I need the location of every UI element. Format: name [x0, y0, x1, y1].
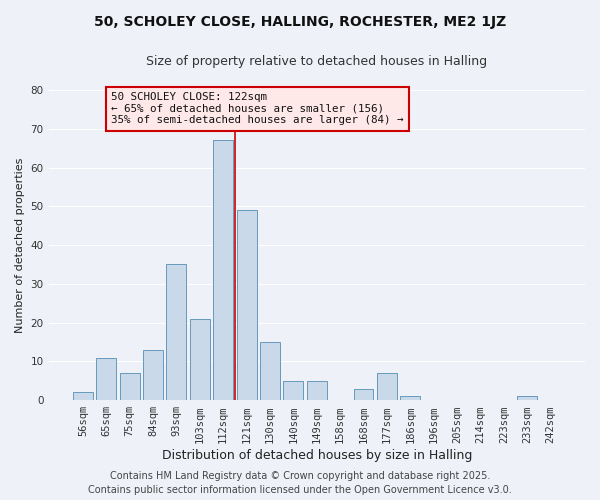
Title: Size of property relative to detached houses in Halling: Size of property relative to detached ho…: [146, 55, 487, 68]
Bar: [190, 319, 210, 400]
Bar: [73, 392, 93, 400]
Bar: [353, 388, 373, 400]
Text: 50 SCHOLEY CLOSE: 122sqm
← 65% of detached houses are smaller (156)
35% of semi-: 50 SCHOLEY CLOSE: 122sqm ← 65% of detach…: [111, 92, 403, 125]
Bar: [307, 381, 327, 400]
Bar: [377, 373, 397, 400]
Bar: [236, 210, 257, 400]
Bar: [283, 381, 304, 400]
X-axis label: Distribution of detached houses by size in Halling: Distribution of detached houses by size …: [161, 450, 472, 462]
Text: Contains HM Land Registry data © Crown copyright and database right 2025.
Contai: Contains HM Land Registry data © Crown c…: [88, 471, 512, 495]
Bar: [400, 396, 420, 400]
Bar: [97, 358, 116, 400]
Y-axis label: Number of detached properties: Number of detached properties: [15, 158, 25, 333]
Bar: [260, 342, 280, 400]
Text: 50, SCHOLEY CLOSE, HALLING, ROCHESTER, ME2 1JZ: 50, SCHOLEY CLOSE, HALLING, ROCHESTER, M…: [94, 15, 506, 29]
Bar: [517, 396, 537, 400]
Bar: [143, 350, 163, 400]
Bar: [166, 264, 187, 400]
Bar: [120, 373, 140, 400]
Bar: [213, 140, 233, 400]
